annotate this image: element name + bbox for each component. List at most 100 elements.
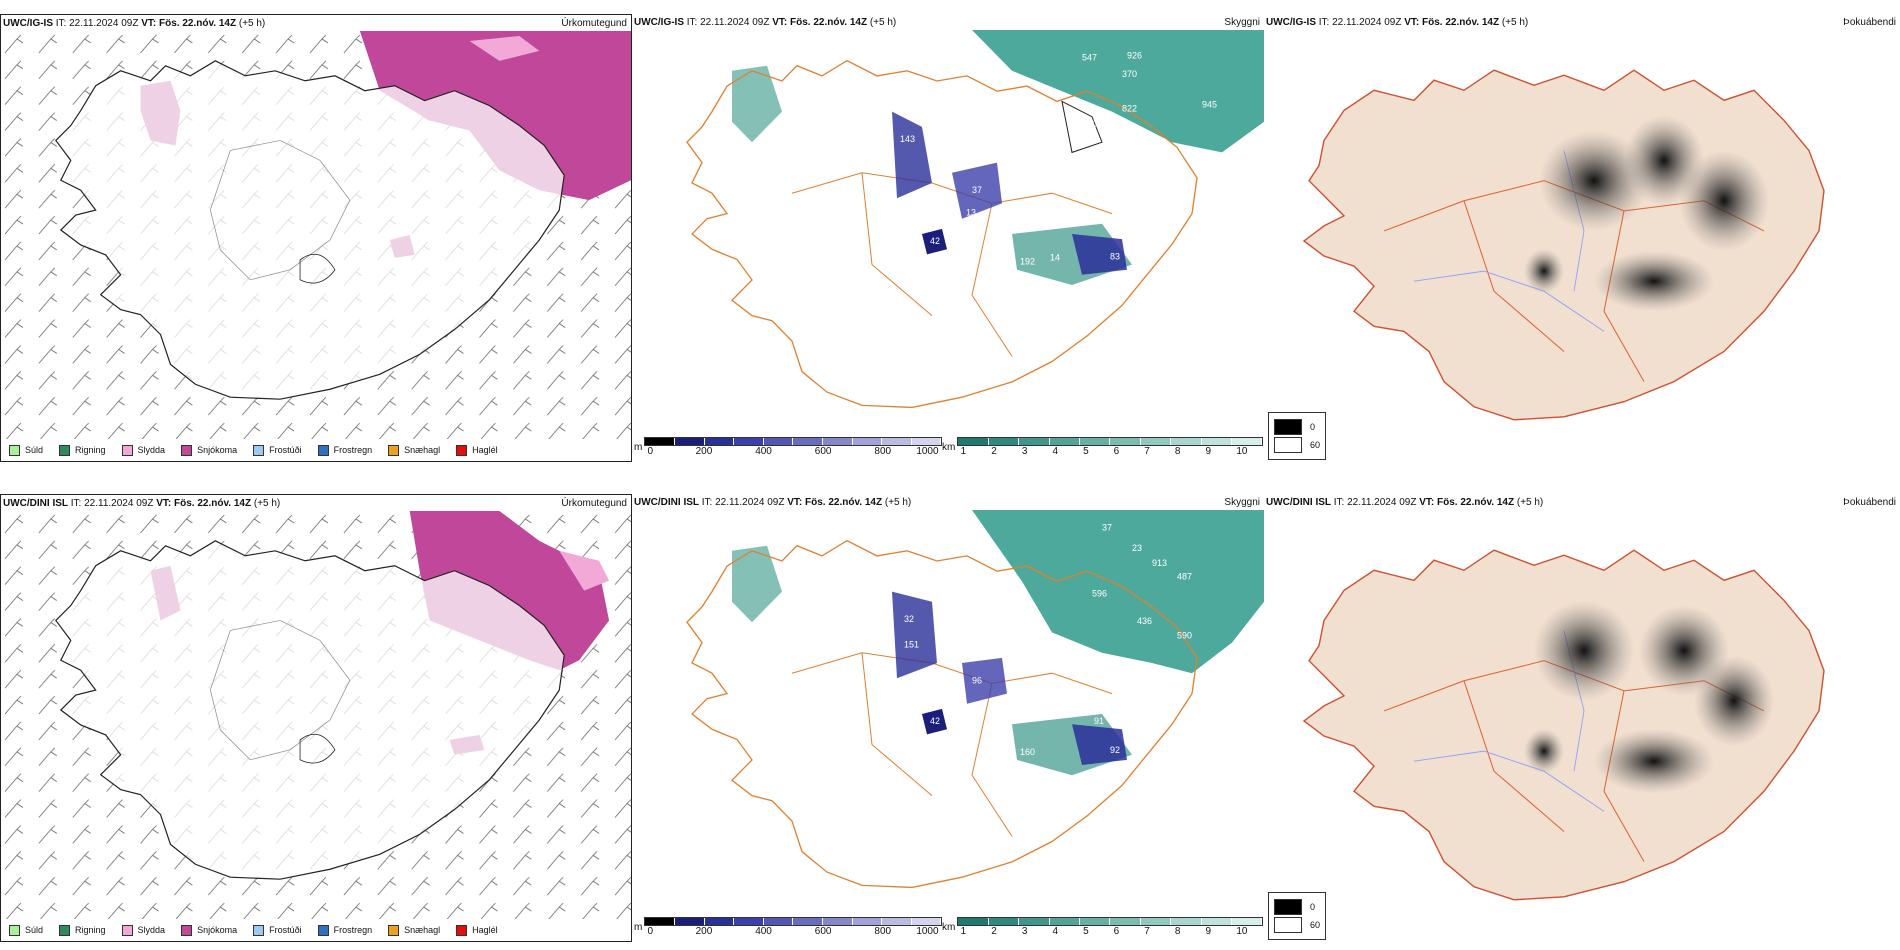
visibility-map-svg: 37 23 913 487 596 436 590 32 151 96 70 9… (686, 510, 1264, 889)
visibility-map[interactable]: 37 23 913 487 596 436 590 32 151 96 70 9… (632, 510, 1264, 918)
cb-step (645, 438, 675, 445)
cb-step (911, 438, 942, 445)
panel-header: UWC/IG-IS IT: 22.11.2024 09Z VT: Fös. 22… (1266, 16, 1896, 30)
cb-step (1171, 438, 1202, 445)
fog-map[interactable] (1264, 30, 1900, 462)
fog-swatch (1274, 437, 1302, 453)
fog-map[interactable] (1264, 510, 1900, 942)
visibility-panel-dini: UWC/DINI ISL IT: 22.11.2024 09Z VT: Fös.… (632, 494, 1264, 942)
legend-item: Snæhagl (388, 924, 441, 936)
lead-time: (+5 h) (238, 18, 266, 29)
low-ceiling-area (1072, 234, 1127, 275)
fog-legend-label: 60 (1310, 440, 1321, 450)
ceiling-label: 23 (1132, 543, 1142, 553)
cb-step (1019, 438, 1050, 445)
iceland-coastline (55, 540, 565, 880)
panel-header: UWC/DINI ISL IT: 22.11.2024 09Z VT: Fös.… (1266, 496, 1896, 510)
legend-label: Rigning (75, 445, 106, 455)
fog-legend-row: 0 (1274, 419, 1320, 435)
legend-label: Snæhagl (404, 445, 441, 455)
legend-item: Rigning (59, 924, 106, 936)
cb-tick: 0 (647, 926, 654, 937)
legend-label: Frostúði (269, 925, 302, 935)
init-time: 22.11.2024 09Z (84, 498, 154, 509)
ceiling-label: 487 (1177, 571, 1192, 581)
init-time: 22.11.2024 09Z (1332, 17, 1402, 28)
legend-item: Snjókoma (181, 924, 237, 936)
cb-step (988, 918, 1020, 925)
sleet-area (559, 550, 610, 591)
fog-swatch (1274, 899, 1302, 915)
init-label: IT: (1333, 497, 1345, 508)
valid-time: Fös. 22.nóv. 14Z (805, 497, 883, 508)
glacier-outline (1061, 100, 1103, 154)
legend-item: Haglél (456, 924, 498, 936)
legend-swatch (253, 444, 265, 456)
ceiling-colorbar: m 0 200 400 600 800 1000 (634, 917, 943, 940)
fog-legend-label: 60 (1310, 920, 1321, 930)
cb-step (852, 918, 883, 925)
cb-step (793, 438, 823, 445)
legend-label: Súld (25, 925, 44, 935)
precip-type-panel-dini: UWC/DINI ISL IT: 22.11.2024 09Z VT: Fös.… (0, 494, 632, 942)
low-ceiling-area (922, 228, 947, 255)
ceiling-label: 91 (1094, 716, 1104, 726)
ceiling-label: 945 (1202, 99, 1217, 109)
visibility-color-strip (957, 917, 1264, 926)
cb-tick: 7 (1144, 446, 1150, 457)
model-name: UWC/IG-IS (1266, 17, 1316, 28)
iceland-roads-outline (686, 539, 1198, 889)
legend-label: Haglél (472, 445, 498, 455)
visibility-map-svg: 547 926 370 822 300 945 143 37 13 42 192… (686, 30, 1264, 409)
visibility-colorbar: km 1 2 3 4 5 6 7 8 (942, 917, 1264, 940)
ceiling-label: 822 (1122, 104, 1137, 114)
ceiling-label: 300 (1087, 119, 1102, 129)
lead-time: (+5 h) (253, 498, 281, 509)
fog-area (1694, 655, 1774, 747)
legend-item: Snjókoma (181, 444, 237, 456)
cb-tick: 6 (1113, 926, 1120, 937)
cb-tick: 2 (991, 926, 997, 937)
cb-step (911, 918, 942, 925)
precip-map[interactable] (1, 31, 631, 439)
legend-item: Slydda (121, 444, 165, 456)
cb-step (645, 918, 675, 925)
valid-time: Fös. 22.nóv. 14Z (1422, 17, 1500, 28)
cb-step (1232, 918, 1263, 925)
ceiling-label: 92 (1110, 745, 1120, 755)
cb-step (1140, 918, 1172, 925)
ceiling-label: 436 (1137, 616, 1152, 626)
ceiling-label: 151 (904, 640, 919, 650)
cb-tick: 0 (647, 446, 654, 457)
valid-label: VT: (787, 497, 803, 508)
visibility-unit: km (942, 442, 956, 453)
legend-label: Frostúði (269, 445, 302, 455)
legend-item: Slydda (121, 924, 165, 936)
fog-area (1534, 600, 1634, 701)
road-network (791, 652, 1113, 837)
cb-step (958, 918, 989, 925)
cb-tick: 6 (1113, 446, 1120, 457)
legend-label: Snæhagl (404, 925, 441, 935)
cb-step (1049, 918, 1080, 925)
cb-step (793, 918, 823, 925)
fog-area (1679, 150, 1769, 252)
ceiling-label: 596 (1092, 589, 1107, 599)
legend-swatch (253, 924, 265, 936)
precip-map[interactable] (1, 511, 631, 919)
legend-swatch (59, 924, 71, 936)
legend-label: Frostregn (333, 925, 373, 935)
cb-tick: 400 (755, 926, 772, 937)
cb-tick: 7 (1144, 926, 1150, 937)
model-name: UWC/IG-IS (634, 17, 684, 28)
cb-step (704, 438, 735, 445)
cb-step (1171, 918, 1202, 925)
legend-item: Frostúði (253, 444, 302, 456)
ceiling-label: 42 (930, 236, 940, 246)
cb-tick: 1000 (916, 926, 939, 937)
cb-tick: 9 (1205, 926, 1212, 937)
cb-step (988, 438, 1020, 445)
sleet-area (469, 35, 540, 61)
legend-swatch (121, 924, 133, 936)
visibility-map[interactable]: 547 926 370 822 300 945 143 37 13 42 192… (632, 30, 1264, 438)
